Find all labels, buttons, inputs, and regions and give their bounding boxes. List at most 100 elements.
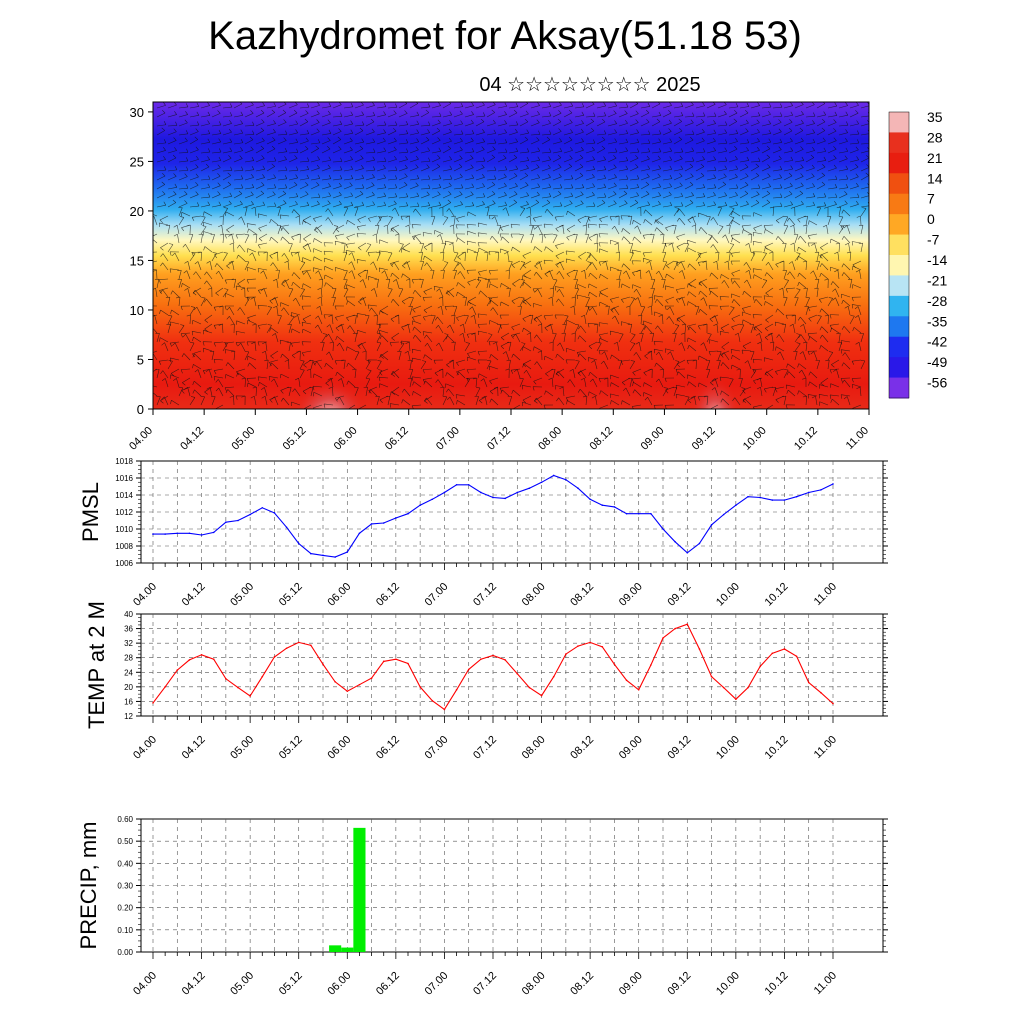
wind-barb <box>489 269 499 272</box>
wind-barb-flag <box>325 382 330 386</box>
wind-barb-flag <box>709 272 712 277</box>
wind-barb-flag <box>252 323 257 326</box>
wind-barb <box>596 187 606 190</box>
wind-barb-flag <box>548 102 552 107</box>
wind-barb <box>662 169 672 172</box>
wind-barb <box>783 243 787 253</box>
wind-barb <box>819 296 829 300</box>
wind-barb-flag <box>665 300 669 304</box>
wind-barb-flag <box>546 270 550 274</box>
wind-barb-flag <box>725 139 728 144</box>
wind-barb <box>798 390 807 397</box>
wind-barb-flag <box>392 279 397 282</box>
hm-x-tick-label: 06.00 <box>332 425 360 453</box>
wind-barb-flag <box>186 166 189 171</box>
wind-barb-flag <box>161 378 166 382</box>
wind-barb <box>541 151 551 154</box>
wind-barb <box>475 115 485 118</box>
wind-barb-flag <box>392 207 396 211</box>
wind-barb-flag <box>811 164 815 169</box>
wind-barb <box>794 167 804 172</box>
wind-barb-flag <box>257 244 261 249</box>
wind-barb-flag <box>713 191 716 196</box>
wind-barb-flag <box>720 327 725 332</box>
wind-barb <box>442 159 452 163</box>
data-point <box>273 512 276 514</box>
wind-barb-flag <box>492 146 496 150</box>
wind-barb <box>722 398 730 406</box>
wind-barb-flag <box>247 228 249 233</box>
wind-barb <box>497 252 500 262</box>
wind-barb <box>442 123 452 127</box>
wind-barb-flag <box>424 343 428 347</box>
wind-barb-flag <box>393 137 397 142</box>
wind-barb-flag <box>698 281 702 286</box>
y-axis-label: PMSL <box>78 482 103 542</box>
wind-barb <box>596 342 602 352</box>
wind-barb-flag <box>647 201 651 206</box>
wind-barb <box>860 195 869 199</box>
wind-barb <box>486 142 496 145</box>
wind-barb-flag <box>520 261 525 263</box>
wind-barb <box>332 341 334 352</box>
wind-barb-flag <box>710 408 711 409</box>
hm-y-tick-label: 20 <box>130 204 144 219</box>
wind-barb <box>346 242 356 245</box>
wind-barb-flag <box>753 380 756 385</box>
wind-barb <box>380 305 389 311</box>
wind-barb <box>325 377 334 384</box>
wind-barb <box>843 272 851 280</box>
wind-barb <box>838 178 848 181</box>
wind-barb <box>552 279 558 289</box>
wind-barb-flag <box>359 127 364 131</box>
wind-barb <box>299 233 301 244</box>
wind-barb <box>187 261 191 271</box>
wind-barb <box>860 360 866 370</box>
wind-barb-flag <box>810 351 815 355</box>
wind-barb <box>541 196 551 199</box>
wind-barb-flag <box>833 137 837 141</box>
wind-barb-flag <box>379 335 383 340</box>
wind-barb-flag <box>515 147 519 152</box>
wind-barb <box>658 378 664 388</box>
wind-barb <box>153 314 158 317</box>
wind-barb-flag <box>752 314 755 319</box>
wind-barb <box>750 105 760 109</box>
wind-barb <box>448 388 455 397</box>
wind-barb <box>222 343 228 352</box>
wind-barb-flag <box>267 324 272 326</box>
wind-barb-flag <box>314 361 318 366</box>
wind-barb-flag <box>259 238 263 242</box>
wind-barb <box>783 168 793 172</box>
wind-barb <box>629 122 639 127</box>
wind-barb-flag <box>763 388 767 393</box>
wind-barb-flag <box>701 119 705 123</box>
wind-barb-flag <box>800 137 804 142</box>
hm-x-tick-label: 04.12 <box>178 425 206 453</box>
wind-barb <box>409 206 419 208</box>
wind-barb <box>783 216 789 226</box>
wind-barb-flag <box>843 396 848 400</box>
wind-barb <box>431 194 441 199</box>
wind-barb <box>365 159 375 163</box>
wind-barb-flag <box>415 182 419 186</box>
wind-barb <box>200 151 210 154</box>
data-point <box>225 678 227 680</box>
wind-barb <box>743 290 752 298</box>
wind-barb <box>222 150 232 154</box>
wind-barb-flag <box>581 111 585 116</box>
wind-barb <box>384 270 389 280</box>
wind-barb-flag <box>790 224 794 228</box>
wind-barb-flag <box>326 351 330 355</box>
wind-barb <box>442 396 448 406</box>
wind-barb-flag <box>698 282 702 286</box>
wind-barb-flag <box>303 364 307 368</box>
wind-barb-flag <box>230 323 235 326</box>
wind-barb <box>816 121 826 127</box>
wind-barb-flag <box>845 137 848 142</box>
wind-barb <box>244 234 250 244</box>
wind-barb-flag <box>197 251 202 254</box>
wind-barb-flag <box>621 382 626 386</box>
wind-barb <box>717 124 727 127</box>
wind-barb <box>651 288 655 298</box>
